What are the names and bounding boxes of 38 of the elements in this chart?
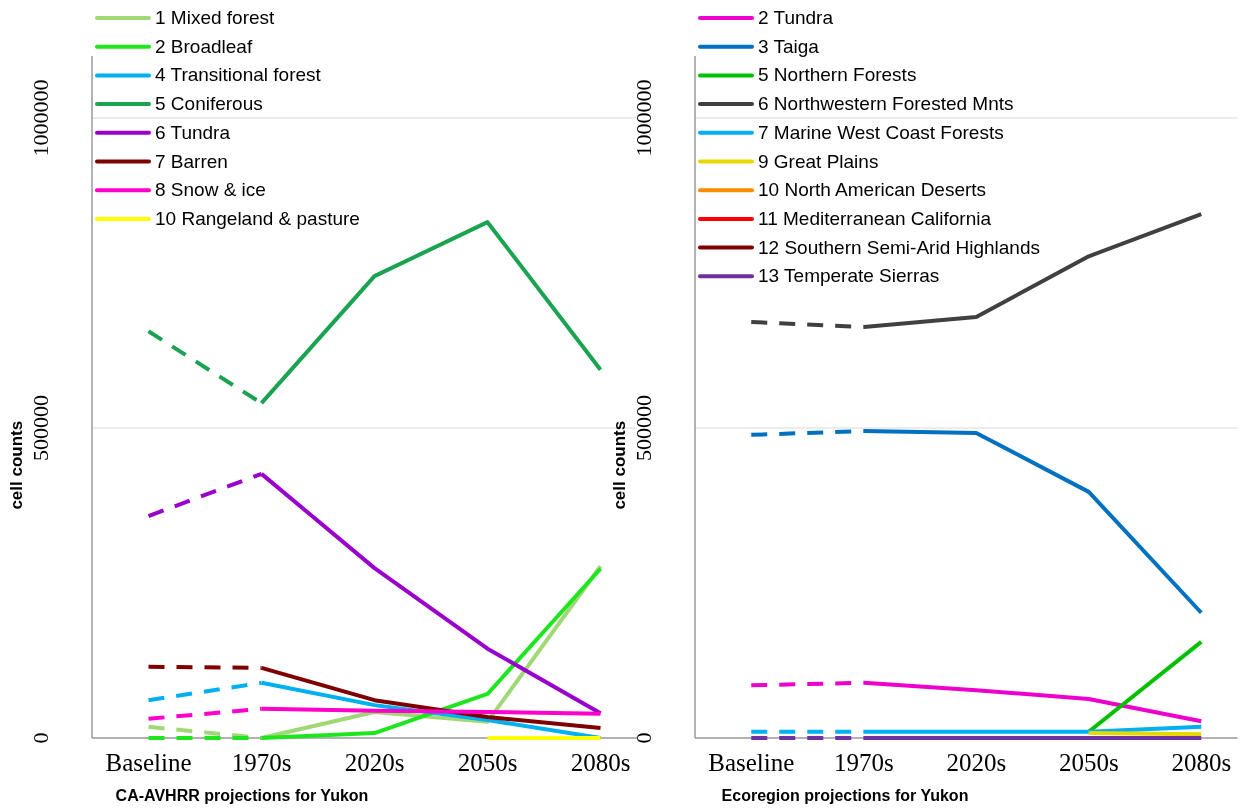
y-tick-label: 500000 [28, 395, 53, 461]
x-tick-label: 2020s [344, 749, 405, 776]
legend-label: 2 Tundra [758, 7, 834, 28]
x-tick-label: Baseline [105, 749, 192, 776]
x-tick-label: 2050s [1058, 749, 1119, 776]
y-axis-title: cell counts [7, 420, 26, 510]
x-axis-title: CA-AVHRR projections for Yukon [115, 787, 369, 804]
legend-label: 3 Taiga [758, 35, 820, 57]
legend-label: 7 Marine West Coast Forests [758, 121, 1004, 143]
x-tick-label: 2050s [457, 749, 518, 776]
legend-label: 9 Great Plains [758, 150, 879, 172]
legend-label: 6 Tundra [155, 121, 231, 143]
x-tick-label: 2080s [570, 749, 631, 776]
legend-label: 8 Snow & ice [155, 179, 266, 201]
legend-label: 5 Northern Forests [758, 64, 917, 86]
legend-label: 6 Northwestern Forested Mnts [758, 93, 1014, 115]
legend-label: 5 Coniferous [155, 93, 263, 115]
y-axis-title: cell counts [610, 420, 629, 510]
x-tick-label: Baseline [708, 749, 795, 776]
legend-label: 4 Transitional forest [155, 64, 322, 86]
x-tick-label: 1970s [231, 749, 292, 776]
legend-label: 2 Broadleaf [155, 35, 253, 57]
x-tick-label: 2020s [946, 749, 1007, 776]
legend-label: 13 Temperate Sierras [758, 265, 940, 287]
y-tick-label: 1000000 [28, 79, 53, 157]
y-tick-label: 500000 [631, 395, 656, 461]
x-tick-label: 2080s [1171, 749, 1232, 776]
x-axis-title: Ecoregion projections for Yukon [721, 787, 969, 804]
y-tick-label: 1000000 [631, 79, 656, 157]
legend-label: 10 North American Deserts [758, 179, 987, 201]
y-tick-label: 0 [631, 732, 656, 744]
legend-label: 11 Mediterranean California [758, 207, 992, 229]
x-tick-label: 1970s [833, 749, 894, 776]
legend-label: 10 Rangeland & pasture [155, 207, 360, 229]
y-tick-label: 0 [28, 732, 53, 744]
legend-label: 12 Southern Semi-Arid Highlands [758, 236, 1040, 258]
legend-label: 1 Mixed forest [155, 7, 276, 28]
legend-label: 7 Barren [155, 150, 228, 172]
